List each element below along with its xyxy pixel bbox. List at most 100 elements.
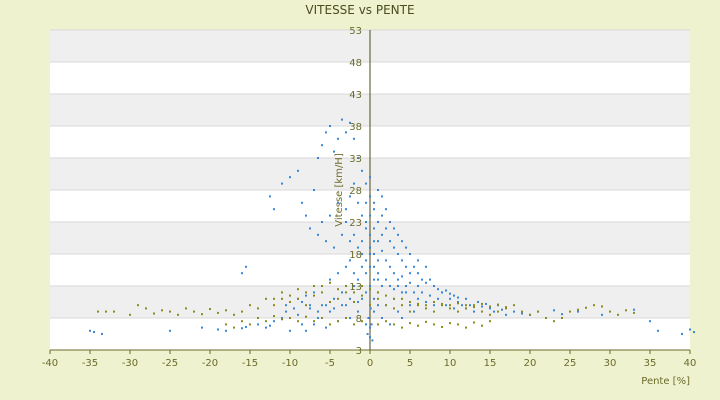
data-point [341, 233, 343, 236]
data-point [353, 323, 355, 326]
data-point [337, 320, 339, 323]
data-point [369, 246, 371, 249]
data-point [369, 304, 371, 307]
x-tick-label: 0 [367, 358, 373, 369]
data-point [361, 265, 363, 268]
data-point [377, 304, 379, 307]
data-point [377, 278, 379, 281]
data-point [393, 272, 395, 275]
x-tick-label: 35 [644, 358, 657, 369]
data-point [421, 291, 423, 294]
data-point [433, 323, 435, 326]
data-point [345, 291, 347, 294]
data-point [497, 303, 499, 306]
data-point [609, 310, 611, 313]
x-tick-label: 30 [604, 358, 617, 369]
x-tick-label: -30 [122, 358, 138, 369]
data-point [333, 307, 335, 310]
data-point [497, 310, 499, 313]
data-point [489, 320, 491, 323]
data-point [353, 233, 355, 236]
data-point [389, 240, 391, 243]
data-point [445, 289, 447, 292]
data-point [321, 221, 323, 223]
data-point [377, 291, 379, 294]
data-point [473, 321, 475, 324]
x-axis-label: Pente [%] [641, 376, 690, 387]
data-point [217, 311, 219, 314]
data-point [353, 182, 355, 185]
data-point [137, 304, 139, 307]
y-tick-label: 43 [349, 90, 362, 101]
data-point [265, 297, 267, 300]
data-point [409, 253, 411, 255]
data-point [257, 307, 259, 310]
data-point [337, 288, 339, 291]
data-point [465, 304, 467, 307]
data-point [113, 310, 115, 313]
data-point [577, 310, 579, 313]
data-point [329, 214, 331, 217]
data-point [417, 285, 419, 287]
data-point [309, 307, 311, 310]
data-point [369, 288, 371, 291]
data-point [209, 308, 211, 311]
data-point [373, 265, 375, 268]
data-point [217, 328, 219, 331]
data-point [289, 329, 291, 332]
data-point [313, 320, 315, 323]
data-point [265, 326, 267, 329]
data-point [449, 322, 451, 325]
data-point [313, 294, 315, 297]
data-point [393, 323, 395, 326]
data-point [225, 329, 227, 332]
data-point [357, 201, 359, 204]
data-point [441, 302, 443, 305]
data-point [381, 285, 383, 287]
data-point [585, 306, 587, 309]
data-point [281, 318, 283, 321]
data-point [401, 240, 403, 243]
data-point [201, 313, 203, 316]
x-tick-label: -25 [162, 358, 178, 369]
data-point [297, 313, 299, 316]
data-point [433, 304, 435, 307]
data-point [357, 301, 359, 303]
data-point [505, 313, 507, 316]
data-point [521, 310, 523, 313]
data-point [401, 304, 403, 307]
data-point [241, 272, 243, 275]
y-tick-label: 13 [349, 282, 362, 293]
data-point [337, 137, 339, 140]
data-point [325, 131, 327, 134]
x-tick-label: 40 [684, 358, 697, 369]
data-point [445, 304, 447, 307]
data-point [401, 291, 403, 294]
data-point [353, 272, 355, 275]
data-point [457, 301, 459, 303]
data-point [425, 281, 427, 284]
data-point [305, 304, 307, 307]
data-point [437, 297, 439, 300]
data-point [233, 313, 235, 316]
data-point [365, 182, 367, 185]
data-point [601, 313, 603, 316]
chart-title: VITESSE vs PENTE [305, 3, 414, 17]
data-point [357, 278, 359, 281]
data-point [245, 325, 247, 328]
x-tick-label: -15 [242, 358, 258, 369]
data-point [349, 317, 351, 319]
data-point [461, 304, 463, 307]
data-point [269, 195, 271, 198]
x-tick-label: -40 [42, 358, 58, 369]
data-point [457, 302, 459, 305]
data-point [453, 307, 455, 310]
data-point [457, 323, 459, 326]
data-point [361, 240, 363, 243]
data-point [377, 259, 379, 262]
x-tick-labels: -40 -35 -30 -25 -20 -15 -10 -5 0 5 10 15 20 25 30 35 40 [42, 358, 697, 369]
data-point [93, 331, 95, 334]
data-point [489, 305, 491, 308]
data-point [381, 249, 383, 252]
data-point [625, 309, 627, 312]
